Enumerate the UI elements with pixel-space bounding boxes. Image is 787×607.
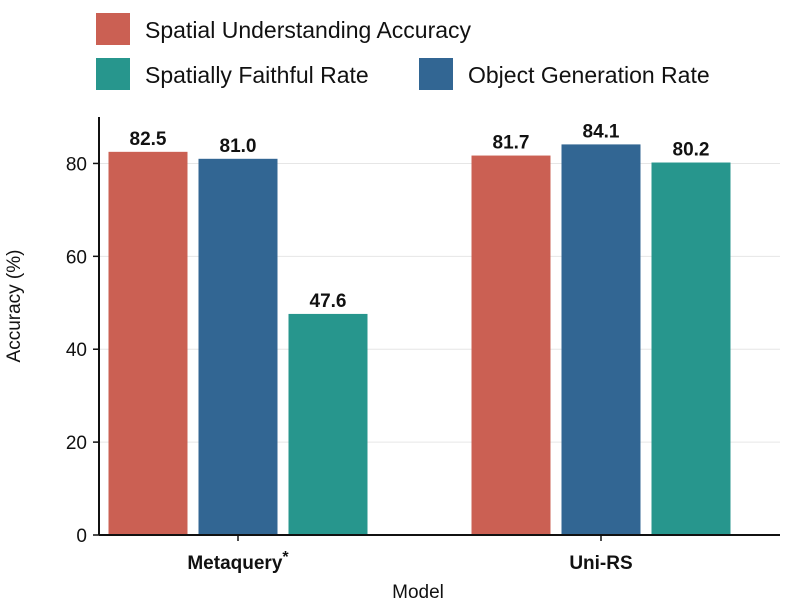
category-name: Metaquery — [187, 553, 282, 574]
legend-label: Object Generation Rate — [468, 62, 710, 88]
category-marker: * — [282, 549, 289, 566]
x-axis-title: Model — [392, 582, 444, 603]
y-tick-label: 20 — [66, 433, 87, 454]
bar-value-label: 82.5 — [130, 129, 167, 150]
legend-label: Spatial Understanding Accuracy — [145, 17, 472, 43]
bar-value-label: 81.7 — [493, 133, 530, 154]
bar-value-label: 80.2 — [673, 140, 710, 161]
bars — [108, 144, 731, 536]
y-tick-label: 60 — [66, 247, 87, 268]
bar — [108, 151, 188, 536]
x-tick-label: Uni-RS — [569, 553, 632, 574]
x-tick-label: Metaquery* — [187, 549, 289, 574]
bar-value-label: 81.0 — [220, 136, 257, 157]
axes: 0 20 40 60 80 Metaquery* Uni-RS — [66, 117, 780, 574]
y-tick-label: 80 — [66, 154, 87, 175]
legend-item: Spatially Faithful Rate — [96, 58, 369, 90]
bar — [471, 155, 551, 535]
legend: Spatial Understanding Accuracy Spatially … — [96, 13, 710, 90]
y-axis-title: Accuracy (%) — [4, 250, 25, 363]
legend-swatch — [96, 13, 130, 45]
legend-item: Object Generation Rate — [419, 58, 710, 90]
bar-value-labels: 82.5 81.0 47.6 81.7 84.1 80.2 — [130, 121, 710, 312]
bar — [651, 162, 731, 535]
legend-swatch — [419, 58, 453, 90]
bar — [198, 158, 278, 536]
legend-item: Spatial Understanding Accuracy — [96, 13, 472, 45]
legend-swatch — [96, 58, 130, 90]
legend-label: Spatially Faithful Rate — [145, 62, 369, 88]
bar — [561, 144, 641, 535]
y-tick-label: 0 — [76, 526, 87, 547]
category-name: Uni-RS — [569, 553, 632, 574]
bar-value-label: 84.1 — [583, 121, 620, 142]
bar — [288, 313, 368, 535]
y-tick-label: 40 — [66, 340, 87, 361]
bar-value-label: 47.6 — [310, 291, 347, 312]
